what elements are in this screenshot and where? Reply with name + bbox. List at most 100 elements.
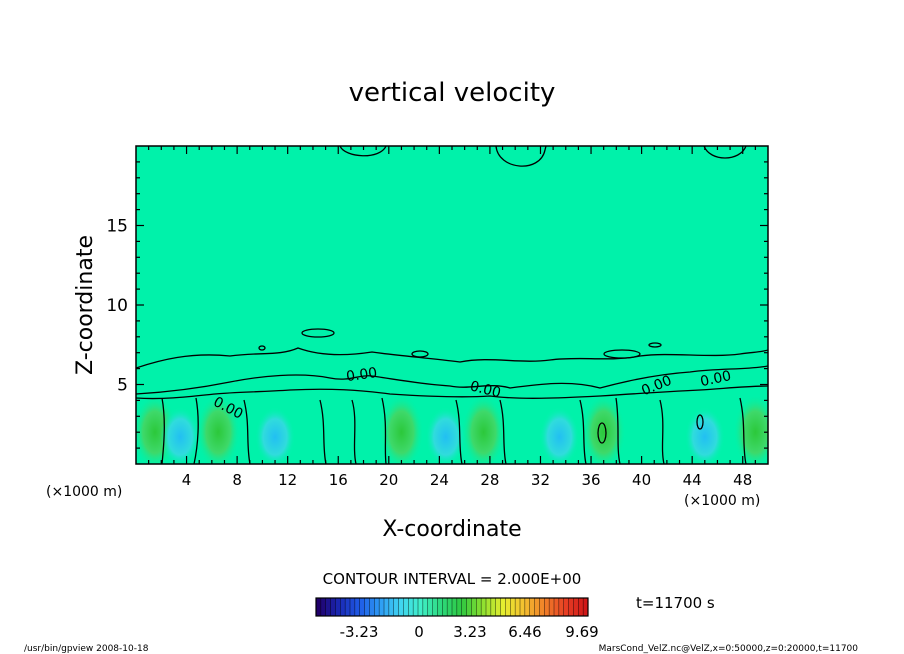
colorbar-cell: [490, 598, 497, 616]
colorbar-cell: [505, 598, 511, 616]
y-tick-label: 10: [106, 296, 128, 316]
x-unit-right: (×1000 m): [684, 493, 760, 509]
colorbar-cell: [563, 598, 570, 616]
colorbar-cell: [583, 598, 589, 616]
colorbar-tick-label: 6.46: [508, 623, 541, 641]
colorbar-cell: [447, 598, 453, 616]
contour-island-3: [603, 349, 641, 359]
colorbar-cell: [316, 598, 322, 616]
colorbar-cell: [359, 598, 366, 616]
colorbar-cell: [495, 598, 502, 616]
colorbar-cell: [539, 598, 545, 616]
colorbar-tick-label: 9.69: [565, 623, 598, 641]
contour-island-4: [648, 342, 662, 348]
contour-band-low: [136, 385, 768, 400]
colorbar-cell: [403, 598, 409, 616]
contour-column-12: [739, 397, 747, 464]
colorbar-cell: [471, 598, 477, 616]
chart-title: vertical velocity: [349, 78, 556, 108]
colorbar-cell: [408, 598, 414, 616]
contour-column-9: [579, 399, 587, 464]
colorbar-cell: [442, 598, 448, 616]
colorbar-frame: [315, 597, 589, 617]
updraft-column: [461, 394, 506, 464]
colorbar-cell: [422, 598, 429, 616]
downdraft-column: [425, 406, 466, 464]
colorbar: [315, 598, 589, 616]
downdraft-column: [684, 406, 725, 464]
x-tick-label: 12: [278, 471, 297, 489]
colorbar-cell: [384, 598, 390, 616]
contour-band-mid: [136, 365, 768, 395]
colorbar-cell: [413, 598, 419, 616]
x-tick-label: 4: [182, 471, 192, 489]
colorbar-cell: [325, 598, 332, 616]
colorbar-tick-label: -3.23: [340, 623, 379, 641]
x-tick-label: 32: [531, 471, 550, 489]
colorbar-cell: [437, 598, 443, 616]
colorbar-cell: [354, 598, 361, 616]
footer-left: /usr/bin/gpview 2008-10-18: [24, 644, 149, 654]
contour-island-1: [301, 328, 335, 338]
contour-column-11: [659, 399, 665, 464]
colorbar-cell: [330, 598, 336, 616]
colorbar-cell: [388, 598, 395, 616]
colorbar-cell: [456, 598, 463, 616]
contour-label-1: 0.00: [345, 365, 378, 385]
downdraft-column: [160, 406, 201, 464]
colorbar-cell: [510, 598, 516, 616]
downdraft-column: [255, 406, 296, 464]
updraft-column: [733, 394, 768, 464]
colorbar-cell: [461, 598, 468, 616]
colorbar-cell: [554, 598, 560, 616]
downdraft-column: [539, 406, 580, 464]
contour-island-6: [696, 414, 704, 430]
colorbar-tick-label: 0: [414, 623, 424, 641]
colorbar-cell: [350, 598, 356, 616]
x-tick-label: 16: [329, 471, 348, 489]
colorbar-cell: [369, 598, 375, 616]
colorbar-cell: [544, 598, 550, 616]
x-tick-label: 8: [232, 471, 242, 489]
colorbar-cell: [573, 598, 579, 616]
colorbar-tick-label: 3.23: [453, 623, 486, 641]
colorbar-cell: [534, 598, 540, 616]
contour-island-2: [411, 350, 429, 358]
contour-column-7: [455, 399, 463, 464]
colorbar-cell: [345, 598, 351, 616]
contour-lines: [136, 146, 768, 464]
contour-column-1: [161, 397, 165, 464]
contour-label-3: 0.00: [468, 378, 502, 401]
x-unit-left: (×1000 m): [46, 484, 122, 500]
contour-column-4: [319, 399, 327, 464]
contour-band-upper: [136, 347, 768, 369]
contour-top-3: [703, 146, 747, 159]
contour-column-8: [499, 399, 507, 464]
colorbar-cell: [486, 598, 492, 616]
colorbar-cell: [515, 598, 521, 616]
contour-column-5: [351, 399, 357, 464]
x-tick-label: 20: [379, 471, 398, 489]
contour-label-5: 0.00: [699, 368, 733, 390]
colorbar-cell: [500, 598, 506, 616]
x-tick-label: 40: [632, 471, 651, 489]
colorbar-cell: [427, 598, 434, 616]
colorbar-ticks: -3.23 0 3.23 6.46 9.69: [340, 623, 599, 641]
colorbar-cell: [340, 598, 346, 616]
time-text: t=11700 s: [636, 594, 715, 612]
colorbar-cell: [568, 598, 574, 616]
x-tick-label: 48: [733, 471, 752, 489]
colorbar-cell: [529, 598, 536, 616]
y-tick-label: 15: [106, 217, 128, 237]
colorbar-cell: [452, 598, 458, 616]
contour-column-2: [193, 397, 199, 464]
contour-column-3: [243, 399, 251, 464]
plot-area: 0.00 0.00 0.00 0.00 0.00: [135, 145, 769, 465]
contour-interval-text: CONTOUR INTERVAL = 2.000E+00: [323, 570, 582, 588]
colorbar-cell: [578, 598, 584, 616]
colorbar-cell: [379, 598, 385, 616]
colorbar-cell: [549, 598, 555, 616]
contour-top-1: [339, 146, 387, 157]
